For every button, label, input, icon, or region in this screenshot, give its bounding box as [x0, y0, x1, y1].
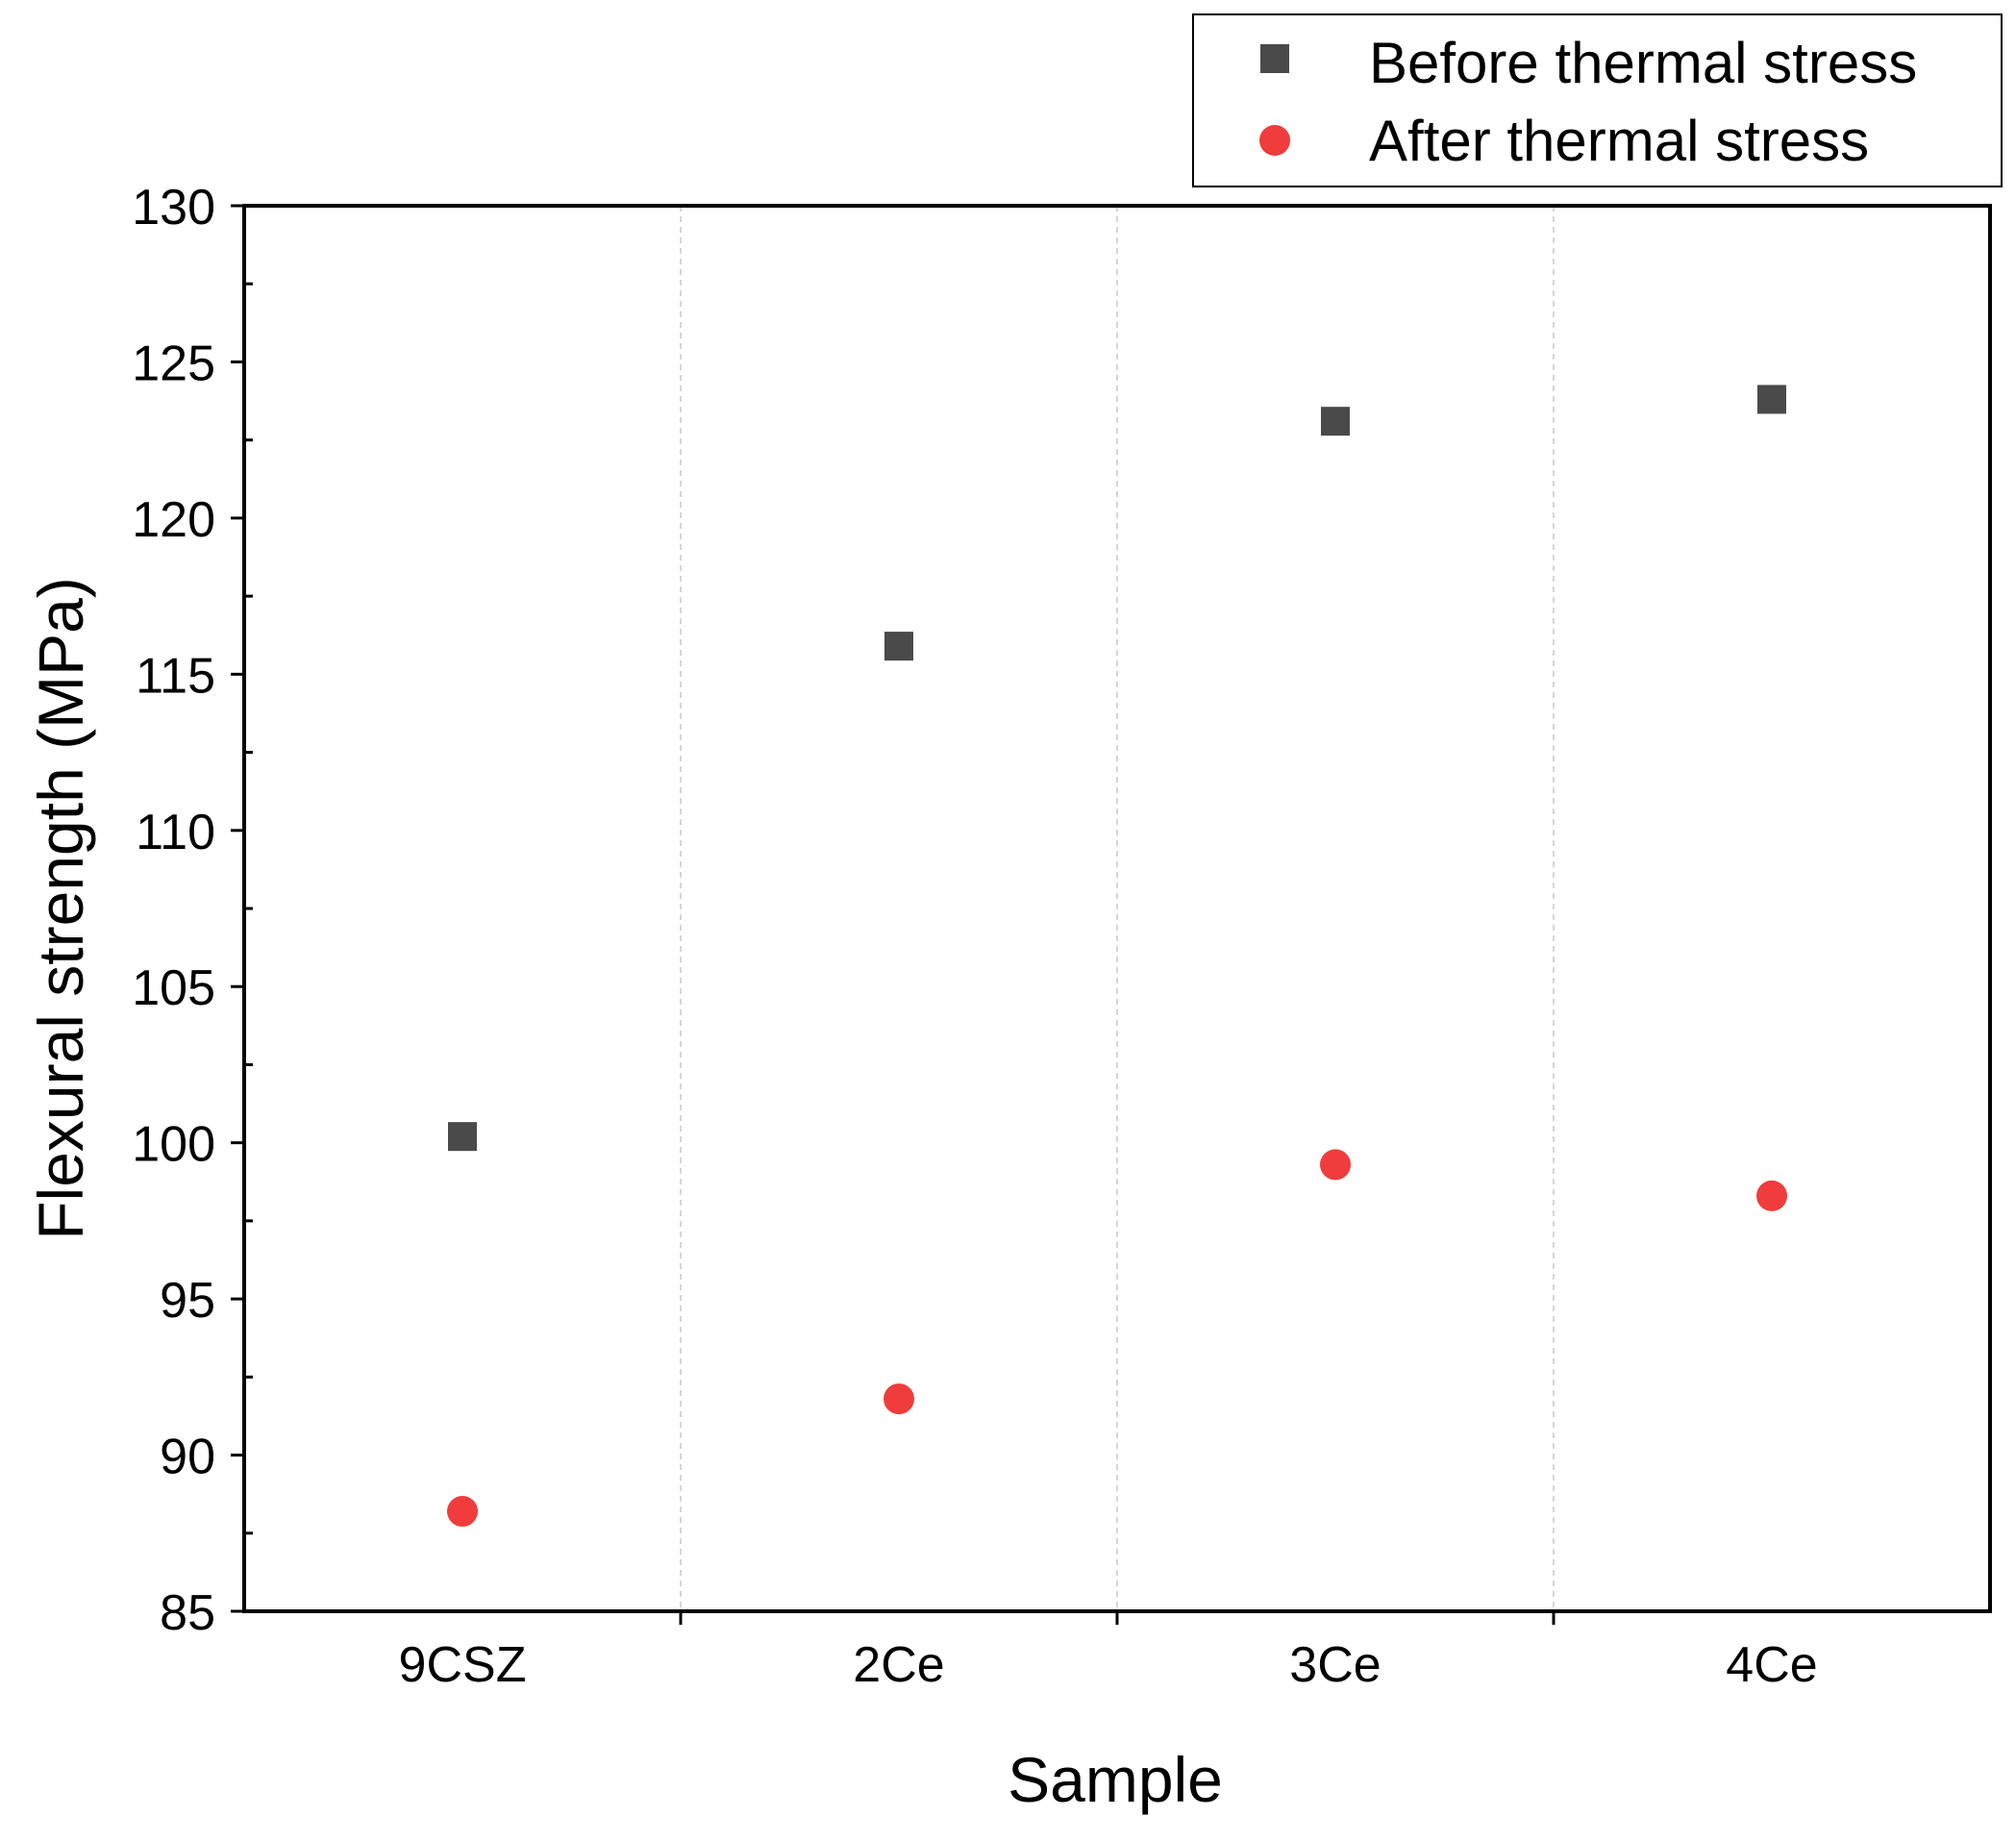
data-series — [447, 385, 1787, 1528]
x-tick-label: 3Ce — [1289, 1637, 1381, 1693]
y-tick-label: 105 — [132, 960, 215, 1016]
y-tick-label: 90 — [160, 1430, 215, 1485]
legend-box — [1192, 13, 2003, 187]
y-tick-label: 120 — [132, 492, 215, 548]
category-separators — [680, 206, 1555, 1611]
data-point-circle — [1320, 1149, 1351, 1181]
data-point-square — [884, 632, 913, 661]
y-tick-label: 130 — [132, 180, 215, 236]
data-point-circle — [884, 1383, 914, 1415]
y-tick-label: 100 — [132, 1117, 215, 1173]
x-tick-label: 4Ce — [1726, 1637, 1817, 1693]
x-axis-label: Sample — [1008, 1744, 1223, 1815]
y-tick-label: 110 — [136, 805, 215, 860]
y-tick-label: 95 — [160, 1273, 215, 1329]
data-point-square — [448, 1122, 477, 1152]
legend-before-label: Before thermal stress — [1369, 31, 1917, 95]
data-point-square — [1321, 407, 1350, 436]
data-point-circle — [447, 1496, 478, 1528]
y-tick-label: 115 — [136, 648, 215, 704]
data-point-square — [1757, 385, 1786, 414]
legend-before-marker — [1260, 44, 1289, 73]
series-before — [448, 385, 1786, 1152]
legend-after-marker — [1259, 125, 1290, 156]
x-tick-label: 9CSZ — [399, 1637, 527, 1693]
y-axis-label: Flexural strength (MPa) — [25, 577, 96, 1240]
data-point-circle — [1756, 1180, 1787, 1211]
legend-after-label: After thermal stress — [1369, 109, 1869, 173]
x-tick-label: 2Ce — [853, 1637, 944, 1693]
y-tick-label: 125 — [132, 336, 215, 391]
y-tick-label: 85 — [160, 1585, 215, 1641]
series-after — [447, 1149, 1787, 1528]
legend: Before thermal stress After thermal stre… — [1192, 13, 2003, 187]
axis-ticks: 9CSZ 2Ce 3Ce 4Ce 85 90 95 100 105 110 115 120 125 130 — [132, 180, 1817, 1693]
